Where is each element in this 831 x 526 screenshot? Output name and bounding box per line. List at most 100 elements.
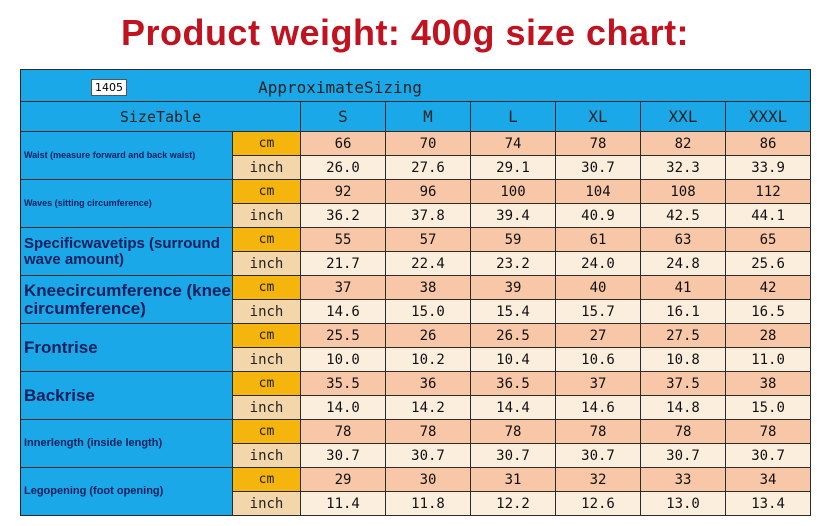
table-row: inch 14.6 15.0 15.4 15.7 16.1 16.5 xyxy=(21,299,812,324)
measurement-label: Legopening (foot opening) xyxy=(20,467,233,516)
table-row: Specificwavetips (surround wave amount) c… xyxy=(20,227,812,276)
size-value-cell: 12.6 xyxy=(555,491,641,516)
unit-label-inch: inch xyxy=(232,251,301,276)
size-value-cell: 31 xyxy=(470,467,556,492)
size-value-cell: 16.5 xyxy=(724,299,812,324)
size-value-cell: 96 xyxy=(385,179,471,204)
size-value-cell: 92 xyxy=(300,179,386,204)
table-row: inch 14.0 14.2 14.4 14.6 14.8 15.0 xyxy=(21,395,812,420)
size-value-cell: 11.8 xyxy=(385,491,471,516)
size-value-cell: 38 xyxy=(385,275,471,300)
size-value-cell: 11.0 xyxy=(724,347,812,372)
size-header: XL xyxy=(555,101,641,132)
size-value-cell: 29.1 xyxy=(470,155,556,180)
size-value-cell: 30.7 xyxy=(300,443,386,468)
size-value-cell: 37.5 xyxy=(640,371,726,396)
table-row: Innerlength (inside length) cm 78 78 78 78 78 7… xyxy=(20,419,812,468)
size-value-cell: 74 xyxy=(470,131,556,156)
size-value-cell: 23.2 xyxy=(470,251,556,276)
unit-label-cm: cm xyxy=(232,227,301,252)
size-header: S xyxy=(300,101,386,132)
size-value-cell: 30.7 xyxy=(640,443,726,468)
size-value-cell: 24.8 xyxy=(640,251,726,276)
size-value-cell: 66 xyxy=(300,131,386,156)
size-value-cell: 32.3 xyxy=(640,155,726,180)
size-value-cell: 15.7 xyxy=(555,299,641,324)
size-value-cell: 10.2 xyxy=(385,347,471,372)
measurement-label: Specificwavetips (surround wave amount) xyxy=(20,227,233,276)
size-value-cell: 21.7 xyxy=(300,251,386,276)
size-value-cell: 37 xyxy=(555,371,641,396)
size-value-cell: 14.6 xyxy=(555,395,641,420)
table-caption: ApproximateSizing xyxy=(258,78,422,97)
table-row: Frontrise cm 25.5 26 26.5 27 27.5 28 xyxy=(20,323,812,372)
size-value-cell: 26 xyxy=(385,323,471,348)
page-title: Product weight: 400g size chart: xyxy=(120,12,690,53)
size-table-label: SizeTable xyxy=(20,101,301,132)
size-value-cell: 36 xyxy=(385,371,471,396)
size-value-cell: 39 xyxy=(470,275,556,300)
size-value-cell: 63 xyxy=(640,227,726,252)
size-value-cell: 57 xyxy=(385,227,471,252)
size-value-cell: 42.5 xyxy=(640,203,726,228)
size-value-cell: 104 xyxy=(555,179,641,204)
size-value-cell: 25.5 xyxy=(300,323,386,348)
size-value-cell: 14.4 xyxy=(470,395,556,420)
size-value-cell: 36.5 xyxy=(470,371,556,396)
size-value-cell: 14.6 xyxy=(300,299,386,324)
size-value-cell: 42 xyxy=(724,275,812,300)
size-value-cell: 14.0 xyxy=(300,395,386,420)
size-value-cell: 78 xyxy=(555,419,641,444)
size-value-cell: 37 xyxy=(300,275,386,300)
size-value-cell: 44.1 xyxy=(724,203,812,228)
unit-label-cm: cm xyxy=(232,467,301,492)
size-value-cell: 41 xyxy=(640,275,726,300)
size-value-cell: 78 xyxy=(300,419,386,444)
table-row: Kneecircumference (knee circumference) cm… xyxy=(20,275,812,324)
size-value-cell: 30 xyxy=(385,467,471,492)
unit-label-inch: inch xyxy=(232,299,301,324)
unit-label-cm: cm xyxy=(232,323,301,348)
table-row: Waist (measure forward and back waist) cm… xyxy=(20,131,812,180)
measurement-label: Waves (sitting circumference) xyxy=(20,179,233,228)
size-value-cell: 78 xyxy=(385,419,471,444)
size-value-cell: 108 xyxy=(640,179,726,204)
size-value-cell: 33 xyxy=(640,467,726,492)
measurement-label: Backrise xyxy=(20,371,233,420)
size-value-cell: 10.6 xyxy=(555,347,641,372)
size-value-cell: 14.2 xyxy=(385,395,471,420)
table-row: inch 21.7 22.4 23.2 24.0 24.8 25.6 xyxy=(21,251,812,276)
table-row: inch 36.2 37.8 39.4 40.9 42.5 44.1 xyxy=(21,203,812,228)
table-caption-cell: 1405 ApproximateSizing xyxy=(19,69,812,102)
size-header-row: SizeTable S M L XL XXL XXXL xyxy=(20,101,812,132)
size-value-cell: 13.0 xyxy=(640,491,726,516)
size-value-cell: 29 xyxy=(300,467,386,492)
size-value-cell: 40.9 xyxy=(555,203,641,228)
size-value-cell: 40 xyxy=(555,275,641,300)
measurement-label: Frontrise xyxy=(20,323,233,372)
size-value-cell: 78 xyxy=(555,131,641,156)
table-caption-row: 1405 ApproximateSizing xyxy=(19,69,812,102)
size-value-cell: 65 xyxy=(724,227,812,252)
size-value-cell: 28 xyxy=(724,323,812,348)
size-value-cell: 39.4 xyxy=(470,203,556,228)
size-value-cell: 25.6 xyxy=(724,251,812,276)
size-value-cell: 30.7 xyxy=(555,155,641,180)
size-value-cell: 26.0 xyxy=(300,155,386,180)
unit-label-cm: cm xyxy=(232,179,301,204)
size-value-cell: 35.5 xyxy=(300,371,386,396)
product-code-badge: 1405 xyxy=(91,79,127,96)
size-value-cell: 10.4 xyxy=(470,347,556,372)
size-value-cell: 16.1 xyxy=(640,299,726,324)
table-row: inch 26.0 27.6 29.1 30.7 32.3 33.9 xyxy=(21,155,812,180)
size-header: XXXL xyxy=(724,101,812,132)
size-value-cell: 22.4 xyxy=(385,251,471,276)
size-value-cell: 37.8 xyxy=(385,203,471,228)
measurement-label: Waist (measure forward and back waist) xyxy=(20,131,233,180)
size-value-cell: 59 xyxy=(470,227,556,252)
size-value-cell: 32 xyxy=(555,467,641,492)
table-row: Legopening (foot opening) cm 29 30 31 32 33 34 xyxy=(20,467,812,516)
size-value-cell: 33.9 xyxy=(724,155,812,180)
size-value-cell: 10.0 xyxy=(300,347,386,372)
size-value-cell: 36.2 xyxy=(300,203,386,228)
